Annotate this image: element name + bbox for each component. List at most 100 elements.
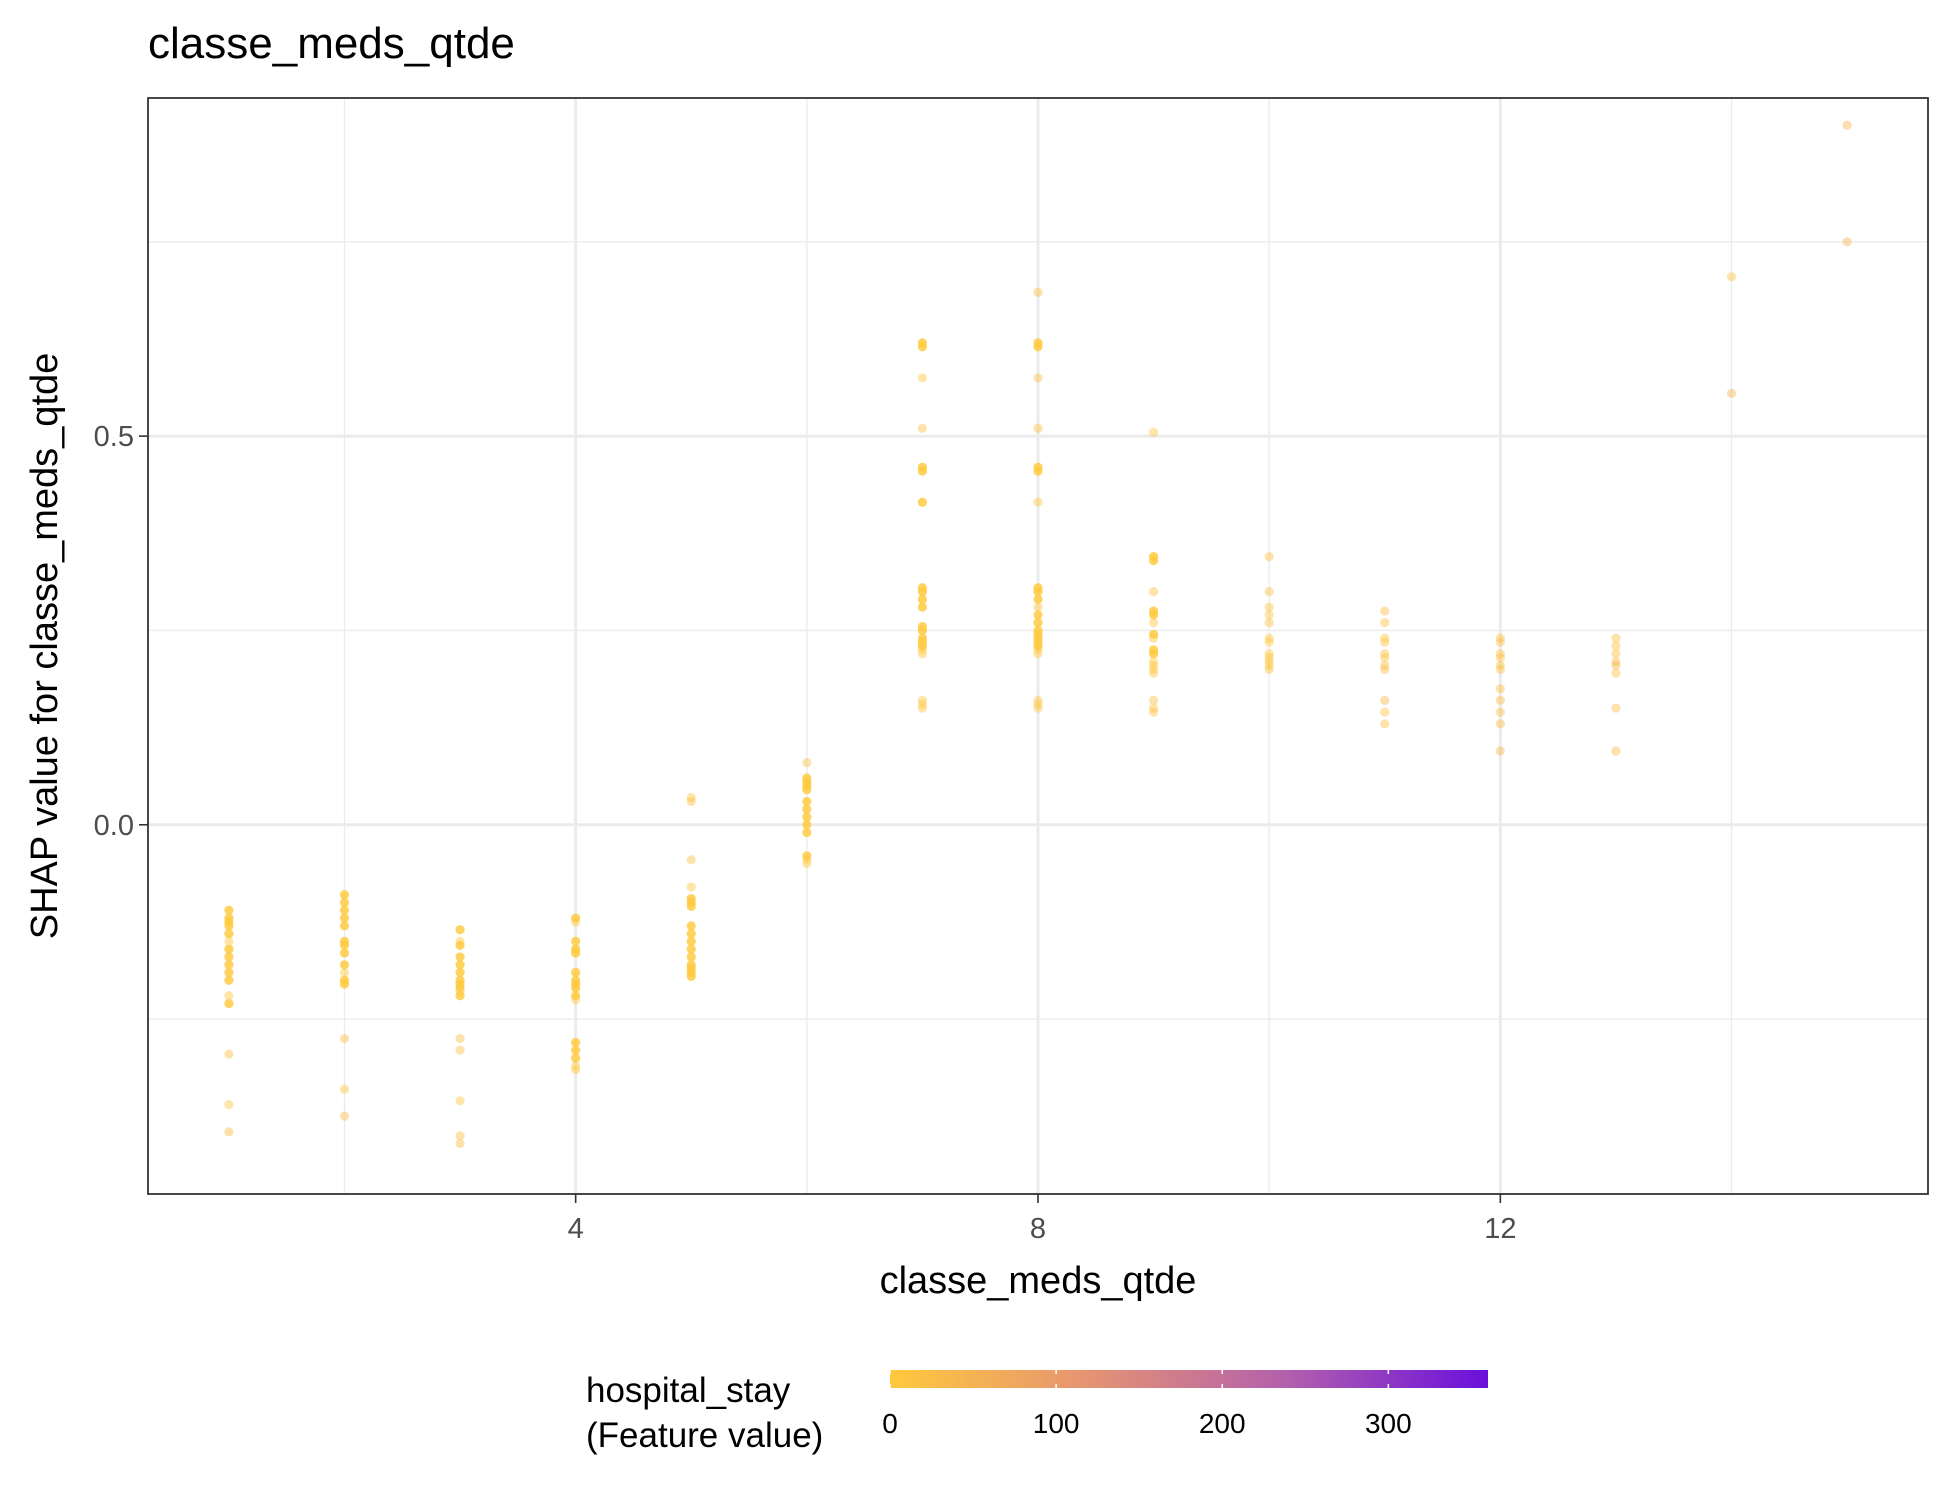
data-point	[455, 1033, 465, 1044]
data-point	[571, 913, 581, 923]
data-point	[224, 1127, 234, 1137]
data-point	[571, 1037, 581, 1048]
data-point	[686, 901, 696, 911]
data-point	[1148, 586, 1159, 597]
data-point	[571, 967, 581, 978]
data-point	[686, 971, 696, 981]
data-point	[1380, 719, 1390, 729]
data-point	[1495, 633, 1505, 643]
y-tick-label: 0.5	[94, 421, 134, 453]
data-point	[686, 855, 696, 865]
y-tick-label: 0.0	[94, 810, 134, 842]
data-point	[571, 983, 581, 993]
grid-major	[148, 98, 1928, 1194]
data-point	[455, 1131, 465, 1141]
data-point	[1033, 423, 1043, 433]
data-point	[686, 796, 696, 807]
data-point	[339, 890, 350, 900]
data-point	[1148, 695, 1159, 706]
data-point	[1380, 695, 1390, 706]
data-point	[224, 944, 234, 954]
data-point	[224, 975, 234, 985]
data-point	[1264, 610, 1274, 620]
data-point	[1495, 664, 1505, 674]
data-point	[1495, 684, 1505, 694]
data-point	[917, 649, 928, 659]
data-point	[1611, 641, 1621, 651]
data-point	[1380, 633, 1390, 643]
chart-title: classe_meds_qtde	[148, 19, 515, 68]
legend-tick-label: 100	[1033, 1408, 1080, 1439]
legend-tick-label: 300	[1365, 1408, 1412, 1439]
data-point	[1495, 653, 1505, 663]
data-point	[686, 936, 696, 946]
data-point	[917, 497, 928, 507]
data-point	[917, 373, 928, 383]
data-point	[802, 820, 812, 830]
data-point	[224, 952, 234, 962]
data-point	[1264, 586, 1274, 597]
data-point	[571, 1053, 581, 1063]
data-point	[917, 602, 928, 612]
data-point	[455, 940, 465, 950]
data-point	[224, 929, 234, 939]
data-point	[1264, 618, 1274, 628]
data-point	[1033, 594, 1043, 604]
legend-title-line-2: (Feature value)	[586, 1416, 823, 1455]
data-point	[1495, 649, 1505, 659]
data-point	[1611, 633, 1621, 643]
data-point	[686, 921, 696, 931]
data-point	[1033, 287, 1043, 297]
data-point	[917, 466, 928, 476]
data-point	[1148, 555, 1159, 566]
data-point	[455, 983, 465, 993]
data-point	[1495, 695, 1505, 706]
data-point	[339, 1084, 350, 1094]
data-point	[1842, 237, 1852, 247]
data-point	[1264, 637, 1274, 647]
data-point	[1033, 342, 1043, 352]
data-point	[802, 812, 812, 822]
data-point	[686, 952, 696, 962]
data-point	[455, 960, 465, 970]
data-point	[1033, 618, 1043, 628]
data-point	[1148, 610, 1159, 620]
data-point	[1033, 703, 1043, 713]
data-point	[1033, 695, 1043, 706]
data-point	[1033, 586, 1043, 597]
x-axis: 4 8 12	[568, 1194, 1516, 1245]
data-point	[1495, 660, 1505, 671]
data-point	[1611, 660, 1621, 671]
data-point	[339, 921, 350, 931]
data-point	[224, 921, 234, 931]
legend-title-line-1: hospital_stay	[586, 1371, 791, 1410]
data-point	[1033, 699, 1043, 709]
data-point	[455, 1096, 465, 1106]
data-point	[455, 991, 465, 1001]
data-point	[1264, 633, 1274, 643]
data-point	[571, 917, 581, 927]
data-point	[917, 695, 928, 706]
data-point	[1495, 707, 1505, 717]
data-point	[1495, 719, 1505, 729]
data-point	[1148, 629, 1159, 639]
data-point	[686, 944, 696, 954]
data-point	[1264, 664, 1274, 674]
data-point	[802, 855, 812, 865]
data-point	[571, 995, 581, 1005]
data-point	[339, 940, 350, 950]
data-point	[571, 948, 581, 958]
data-point	[1148, 707, 1159, 717]
x-tick-label: 4	[568, 1213, 584, 1245]
data-point	[224, 967, 234, 978]
data-point	[1033, 602, 1043, 612]
data-point	[802, 796, 812, 807]
data-point	[455, 925, 465, 935]
y-axis-title: SHAP value for classe_meds_qtde	[24, 353, 66, 940]
data-point	[1380, 649, 1390, 659]
data-point	[802, 785, 812, 795]
data-point	[1264, 656, 1274, 667]
legend-tick-label: 200	[1199, 1408, 1246, 1439]
data-point	[455, 1138, 465, 1149]
